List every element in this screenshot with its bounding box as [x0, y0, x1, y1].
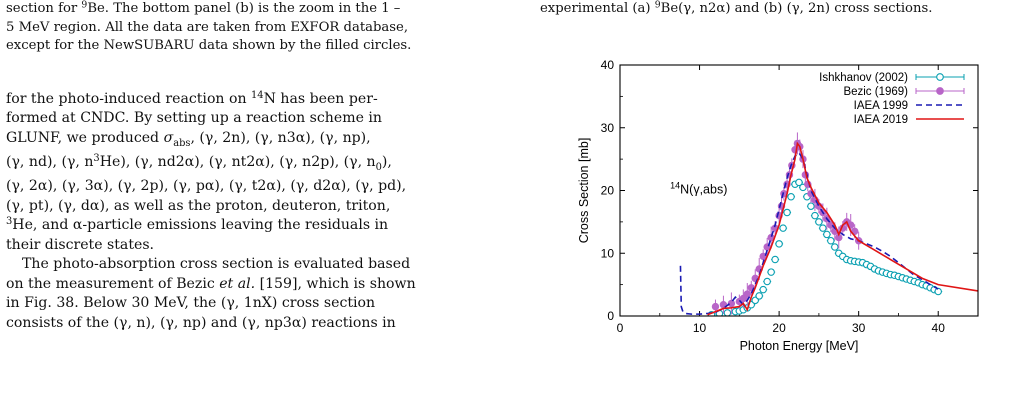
- legend-swatch-marker: [936, 87, 944, 95]
- paragraph-line: (γ, pt), (γ, dα), as well as the proton,…: [6, 197, 391, 214]
- text: experimental (a): [540, 1, 655, 16]
- text: , (γ, 2n), (γ, n3α), (γ, np),: [190, 129, 371, 146]
- right-caption-tail: experimental (a) 9Be(γ, n2α) and (b) (γ,…: [540, 0, 1018, 19]
- text: GLUNF, we produced: [6, 129, 164, 146]
- caption-line-3: except for the NewSUBARU data shown by t…: [6, 38, 412, 53]
- legend-label: Bezic (1969): [843, 86, 908, 98]
- text: ),: [381, 153, 392, 170]
- right-column: experimental (a) 9Be(γ, n2α) and (b) (γ,…: [540, 0, 1018, 353]
- text: N has been per-: [263, 90, 378, 107]
- ishkhanov-point: [807, 202, 815, 210]
- x-axis-label: Photon Energy [MeV]: [740, 339, 859, 353]
- emphasis: et al.: [219, 275, 256, 292]
- legend-swatch-marker: [936, 73, 944, 81]
- legend-label: Ishkhanov (2002): [819, 72, 908, 84]
- ishkhanov-point: [811, 211, 819, 220]
- ishkhanov-point: [827, 236, 835, 245]
- superscript: 3: [6, 216, 13, 228]
- bezic-point: [727, 299, 736, 308]
- ishkhanov-point: [779, 224, 787, 232]
- x-tick-label: 20: [772, 321, 786, 335]
- x-tick-label: 0: [617, 321, 624, 335]
- paragraph-line: on the measurement of Bezic et al. [159]…: [6, 275, 516, 295]
- text: on the measurement of Bezic: [6, 275, 220, 292]
- paragraph-photo-absorption: The photo-absorption cross section is ev…: [6, 255, 516, 333]
- ishkhanov-point: [831, 243, 839, 251]
- legend-label: IAEA 1999: [854, 100, 908, 112]
- text: [159], which is shown: [255, 275, 416, 292]
- ishkhanov-point: [815, 218, 823, 226]
- y-tick-label: 40: [601, 58, 615, 72]
- ishkhanov-point: [767, 268, 775, 276]
- ishkhanov-point: [823, 230, 831, 239]
- math-symbol: σ: [163, 129, 174, 146]
- text: He, and α-particle emissions leaving the…: [12, 217, 389, 234]
- text: Be. The bottom panel (b) is the zoom in …: [87, 1, 401, 16]
- x-tick-label: 40: [932, 321, 946, 335]
- bezic-point: [743, 290, 751, 298]
- ishkhanov-point: [934, 287, 942, 296]
- cross-section-chart: 0 10 20 30 40 0 10 20 30 40 Photon Energy [MeV] Cro…: [577, 58, 979, 353]
- y-tick-label: 10: [601, 246, 615, 260]
- ishkhanov-point: [771, 255, 779, 264]
- paragraph-line: (γ, nd), (γ, n3He), (γ, nd2α), (γ, nt2α)…: [6, 153, 516, 177]
- reaction-annotation: 14N(γ,abs): [670, 181, 727, 197]
- y-tick-label: 30: [601, 121, 615, 135]
- iaea2019-line: [707, 141, 978, 316]
- text: for the photo-induced reaction on: [6, 90, 252, 107]
- ishkhanov-point: [763, 277, 771, 286]
- text: He), (γ, nd2α), (γ, nt2α), (γ, n2p), (γ,…: [99, 153, 376, 170]
- ishkhanov-point: [787, 193, 795, 201]
- text: (γ, nd), (γ, n: [6, 153, 94, 170]
- ishkhanov-point: [759, 285, 767, 294]
- y-tick-label: 20: [601, 184, 615, 198]
- paragraph-line: The photo-absorption cross section is ev…: [22, 256, 411, 273]
- superscript: 9: [81, 0, 88, 11]
- text: Be(γ, n2α) and (b) (γ, 2n) cross section…: [660, 1, 933, 16]
- bezic-point: [711, 302, 720, 311]
- x-tick-label: 30: [852, 321, 866, 335]
- text: section for: [6, 1, 82, 16]
- plot-frame: [619, 64, 979, 317]
- paragraph-line: consists of the (γ, n), (γ, np) and (γ, …: [6, 314, 396, 331]
- caption-line-2: 5 MeV region. All the data are taken fro…: [6, 19, 409, 35]
- subscript: abs: [173, 137, 191, 149]
- paragraph-line: GLUNF, we produced σabs, (γ, 2n), (γ, n3…: [6, 129, 516, 153]
- subscript: 0: [375, 161, 382, 173]
- ishkhanov-point: [775, 240, 783, 248]
- ishkhanov-point: [783, 208, 791, 217]
- y-axis-label: Cross Section [mb]: [577, 138, 591, 244]
- paragraph-reaction-scheme: for the photo-induced reaction on 14N ha…: [6, 90, 516, 256]
- figure-caption-tail: section for 9Be. The bottom panel (b) is…: [6, 0, 516, 56]
- iaea1999-line: [679, 151, 939, 315]
- x-tick-label: 10: [693, 321, 707, 335]
- superscript: 3: [93, 152, 100, 164]
- superscript: 9: [654, 0, 661, 11]
- ishkhanov-point: [723, 309, 732, 316]
- caption-line-1: section for 9Be. The bottom panel (b) is…: [6, 0, 516, 19]
- ishkhanov-point: [819, 224, 827, 232]
- legend-label: IAEA 2019: [854, 114, 908, 126]
- paragraph-line: 3He, and α-particle emissions leaving th…: [6, 216, 516, 236]
- left-column: section for 9Be. The bottom panel (b) is…: [6, 0, 516, 333]
- paragraph-line: their discrete states.: [6, 236, 155, 253]
- superscript: 14: [251, 89, 264, 101]
- paragraph-line: in Fig. 38. Below 30 MeV, the (γ, 1nX) c…: [6, 295, 376, 312]
- paragraph-line: (γ, 2α), (γ, 3α), (γ, 2p), (γ, pα), (γ, …: [6, 178, 407, 195]
- ishkhanov-point: [755, 292, 763, 300]
- y-tick-label: 0: [607, 309, 614, 323]
- paragraph-line: formed at CNDC. By setting up a reaction…: [6, 110, 382, 126]
- ishkhanov-point: [795, 178, 803, 187]
- plot-area: [679, 132, 978, 316]
- paragraph-line: for the photo-induced reaction on 14N ha…: [6, 90, 516, 110]
